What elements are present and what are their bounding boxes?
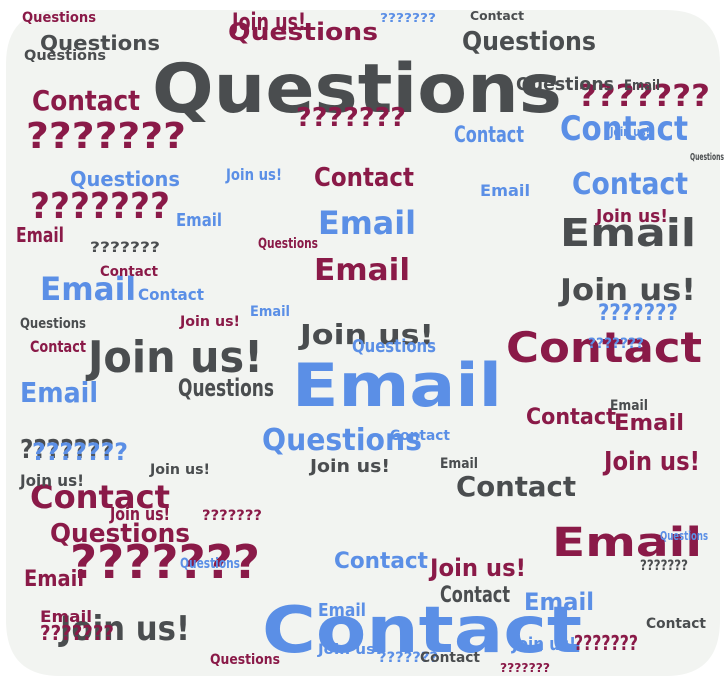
word-69: ??????? (378, 650, 438, 666)
word-38: Contact (526, 405, 616, 430)
word-72: Join us! (510, 634, 576, 655)
word-49: ??????? (574, 631, 638, 655)
word-85: Contact (646, 616, 706, 632)
word-27: Contact (314, 163, 414, 193)
word-16: Email (560, 211, 696, 255)
word-55: Contact (470, 9, 524, 23)
word-62: Join us! (179, 314, 240, 330)
word-88: Questions (20, 316, 86, 332)
word-73: Questions (24, 48, 106, 64)
word-46: Email (16, 223, 64, 247)
word-10: ??????? (30, 186, 170, 227)
word-82: Join us! (19, 471, 84, 490)
word-47: Join us! (594, 206, 668, 227)
word-58: Questions (690, 152, 724, 163)
word-7: ??????? (70, 535, 260, 589)
word-70: Contact (420, 650, 480, 666)
word-87: Join us! (225, 165, 282, 184)
word-37: Questions (516, 74, 614, 95)
word-18: Join us! (558, 273, 696, 308)
word-71: Email (40, 607, 92, 626)
word-57: Join us! (609, 125, 650, 139)
word-20: Email (40, 270, 136, 308)
word-54: ??????? (380, 11, 436, 25)
word-50: Contact (334, 549, 428, 574)
word-61: Email (250, 304, 290, 320)
word-34: Questions (178, 374, 274, 402)
word-84: ??????? (588, 336, 644, 352)
word-25: Contact (456, 470, 576, 503)
speech-bubble-shape (6, 10, 720, 676)
word-65: Contact (390, 428, 450, 444)
word-22: Questions (462, 27, 596, 57)
words-layer: Questions Contact Email Join us! Contact… (16, 8, 724, 675)
word-21: ??????? (578, 79, 710, 114)
word-86: Email (480, 181, 530, 200)
word-44: Questions (352, 336, 436, 357)
word-24: Email (20, 376, 98, 409)
word-78: Questions (660, 529, 708, 543)
word-48: Questions (40, 31, 160, 55)
word-77: Join us! (108, 504, 170, 525)
word-60: Contact (100, 264, 158, 280)
word-32: Email (24, 567, 84, 592)
word-3: Join us! (85, 332, 263, 383)
word-4: Contact (506, 323, 702, 372)
word-42: Join us! (231, 8, 306, 36)
word-51: Email (318, 600, 366, 621)
word-74: ??????? (500, 661, 550, 675)
word-2: Email (292, 351, 502, 421)
word-28: Join us! (602, 447, 700, 477)
word-76: Email (176, 210, 222, 231)
word-64: ??????? (202, 508, 262, 524)
word-59: ??????? (90, 240, 160, 256)
word-30: Email (524, 588, 594, 616)
word-35: Questions (70, 167, 180, 191)
word-53: Questions (22, 10, 96, 26)
word-89: ??????? (40, 621, 114, 645)
word-8: Questions (228, 18, 378, 46)
word-41: Contact (440, 583, 510, 608)
word-80: Contact (30, 337, 86, 356)
word-19: Questions (50, 519, 190, 549)
word-5: Email (552, 520, 702, 566)
word-14: Questions (262, 423, 422, 458)
word-29: ??????? (20, 435, 114, 465)
word-12: Contact (572, 167, 688, 202)
word-17: Contact (30, 478, 170, 516)
word-23: ??????? (296, 103, 406, 133)
word-11: Contact (560, 109, 688, 149)
word-1: Contact (262, 594, 582, 668)
word-36: ??????? (32, 438, 128, 466)
word-79: ??????? (640, 558, 688, 574)
word-81: Email (610, 398, 648, 414)
word-63: Questions (180, 556, 240, 572)
word-26: Join us! (58, 609, 190, 649)
word-31: Contact (32, 84, 140, 117)
word-56: Email (624, 78, 660, 94)
word-45: Contact (454, 123, 524, 148)
shape-outline (6, 10, 720, 676)
word-43: ??????? (598, 301, 678, 326)
word-6: Join us! (298, 318, 434, 351)
word-68: Questions (210, 652, 280, 668)
word-67: Join us! (149, 462, 210, 478)
word-39: Join us! (308, 456, 390, 477)
word-13: Email (318, 204, 416, 242)
word-66: Email (440, 456, 478, 472)
word-33: Join us! (428, 554, 526, 582)
word-52: Join us! (317, 642, 382, 658)
word-75: Contact (138, 285, 204, 304)
word-83: Questions (258, 236, 318, 252)
word-40: Email (614, 411, 684, 436)
word-15: Email (314, 253, 410, 288)
word-0: Questions (152, 50, 562, 129)
word-9: ??????? (26, 116, 186, 157)
